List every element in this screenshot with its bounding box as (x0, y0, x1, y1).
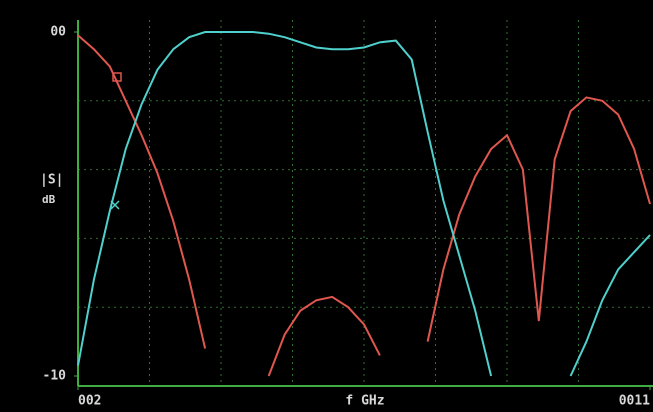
marker (110, 200, 120, 210)
y-tick-label: -10 (43, 369, 67, 384)
x-tick-label: 0011 (619, 394, 650, 409)
marker (112, 72, 122, 82)
x-tick-label: 002 (78, 394, 101, 409)
x-axis-label: f GHz (345, 394, 384, 409)
grid (78, 20, 653, 386)
series-line (77, 34, 651, 377)
y-axis-unit: dB (42, 193, 56, 206)
y-tick-label: 00 (50, 25, 66, 40)
series-line (77, 31, 651, 377)
y-axis-label: |S| (40, 173, 63, 188)
